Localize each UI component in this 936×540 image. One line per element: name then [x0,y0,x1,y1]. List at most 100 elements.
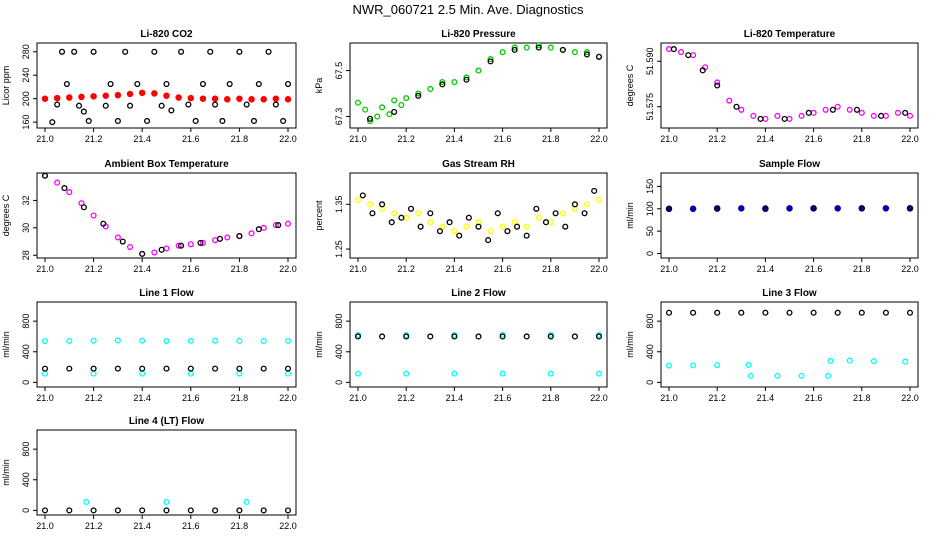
data-point [858,205,865,212]
data-point [139,250,146,257]
data-point [187,337,194,344]
data-point [391,97,398,104]
data-point [451,333,458,340]
data-point [114,365,121,372]
y-tick-label: 1.35 [334,196,344,214]
data-point [906,205,914,212]
data-point [284,96,292,103]
x-tick-label: 21.2 [85,521,103,531]
data-point [882,309,889,316]
data-point [533,205,540,212]
data-point [407,205,415,212]
data-point [690,309,697,316]
data-point [207,48,214,55]
data-point [439,79,446,86]
data-point [415,210,422,217]
series-black [366,44,603,122]
data-point [451,370,458,377]
data-point [882,112,889,119]
y-tick-label: 400 [21,344,31,359]
data-point [163,80,170,88]
data-point [446,219,453,226]
series-cyan-low [354,370,603,377]
plot-frame [349,42,608,129]
data-point [427,333,434,340]
data-point [41,95,49,102]
data-point [714,82,721,89]
data-point [547,333,554,340]
data-point [878,112,885,119]
y-axis-label: ml/min [625,331,635,358]
data-point [427,219,434,226]
y-tick-label: 51.590 [645,47,655,75]
data-point [90,370,97,377]
data-point [559,46,566,53]
x-tick-label: 21.0 [660,393,678,403]
data-point [487,228,494,235]
data-point [499,223,506,230]
data-point [90,93,97,100]
data-point [66,337,73,344]
y-tick-label: 800 [21,314,31,329]
data-point [168,107,175,114]
x-tick-label: 21.2 [708,393,726,403]
x-tick-label: 21.8 [231,264,249,274]
plot-frame [660,301,919,388]
data-point [212,507,219,514]
data-point [906,112,914,119]
data-point [138,89,146,97]
data-point [78,93,85,101]
x-tick-label: 22.0 [590,134,608,144]
series-colored [41,89,292,103]
data-point [75,102,83,109]
x-tick-label: 21.4 [133,393,151,403]
x-tick-label: 21.4 [446,134,464,144]
data-point [236,95,243,102]
x-tick-label: 22.0 [590,393,608,403]
data-point [127,243,134,251]
data-point [366,118,374,125]
data-point [388,219,395,226]
data-point [187,507,194,514]
x-tick-label: 21.6 [182,393,200,403]
chart-co2: Li-820 CO2 Licor ppm 21.0 21.2 21.4 21.6 21.8 2… [1,29,297,144]
series-cyan-spikes [83,498,250,506]
data-point [511,44,518,51]
chart-box-temp: Ambient Box Temperature degrees C 21.0 21.2… [1,159,297,274]
chart-title: Line 1 Flow [139,288,194,299]
data-point [248,230,255,237]
x-tick-label: 21.6 [494,134,512,144]
data-point [66,94,73,101]
series-black [354,333,603,340]
data-point [83,498,90,506]
data-point [853,106,861,113]
data-point [265,48,272,55]
data-point [547,370,554,377]
data-point [829,106,836,113]
data-point [224,234,231,241]
data-point [41,338,49,345]
data-point [738,106,745,113]
data-point [197,239,204,246]
series-cyan-low [41,370,292,377]
plot-frame [349,301,608,388]
x-tick-label: 21.2 [397,134,415,144]
data-point [199,95,207,102]
series-black [41,507,292,514]
data-point [902,109,909,116]
y-tick-label: 0 [21,380,31,385]
series-black [665,309,914,316]
data-point [100,220,107,227]
data-point [427,85,434,92]
data-point [362,106,369,113]
y-tick-label: 160 [21,115,31,130]
data-point [463,74,470,81]
data-point [90,212,97,219]
data-point [54,179,61,186]
y-tick-label: 0 [645,380,655,385]
y-tick-label: 100 [645,201,655,216]
data-point [139,507,146,514]
data-point [403,214,410,221]
y-tick-label: 280 [21,44,31,59]
y-tick-label: 400 [645,344,655,359]
